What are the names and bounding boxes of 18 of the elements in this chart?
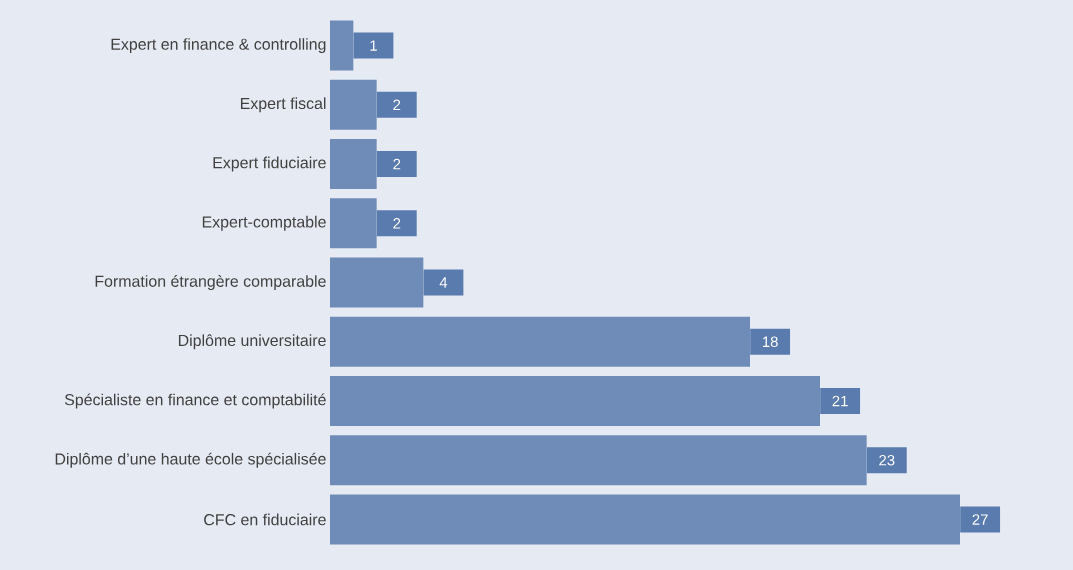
y-tick-label: Diplôme d’une haute école spécialisée	[55, 452, 326, 468]
data-label: 2	[393, 99, 401, 111]
y-tick-label: Formation étrangère comparable	[95, 274, 326, 291]
y-tick-label: Expert fiduciaire	[213, 156, 326, 172]
data-label: 1	[370, 40, 377, 51]
y-tick-label: Expert-comptable	[202, 215, 326, 231]
data-label: 27	[972, 514, 988, 525]
data-label: 2	[393, 158, 401, 170]
y-tick-label: Diplôme universitaire	[178, 334, 326, 350]
y-tick-label: CFC en fiduciaire	[204, 513, 326, 526]
data-label: 23	[879, 454, 895, 466]
data-label: 18	[762, 336, 778, 348]
data-label: 2	[393, 218, 401, 229]
y-tick-label: Expert fiscal	[240, 97, 326, 113]
y-tick-label: Expert en finance & controlling	[111, 38, 326, 53]
data-label: 4	[439, 277, 448, 288]
data-label: 21	[832, 395, 848, 407]
y-tick-label: Spécialiste en finance et comptabilité	[64, 393, 326, 409]
